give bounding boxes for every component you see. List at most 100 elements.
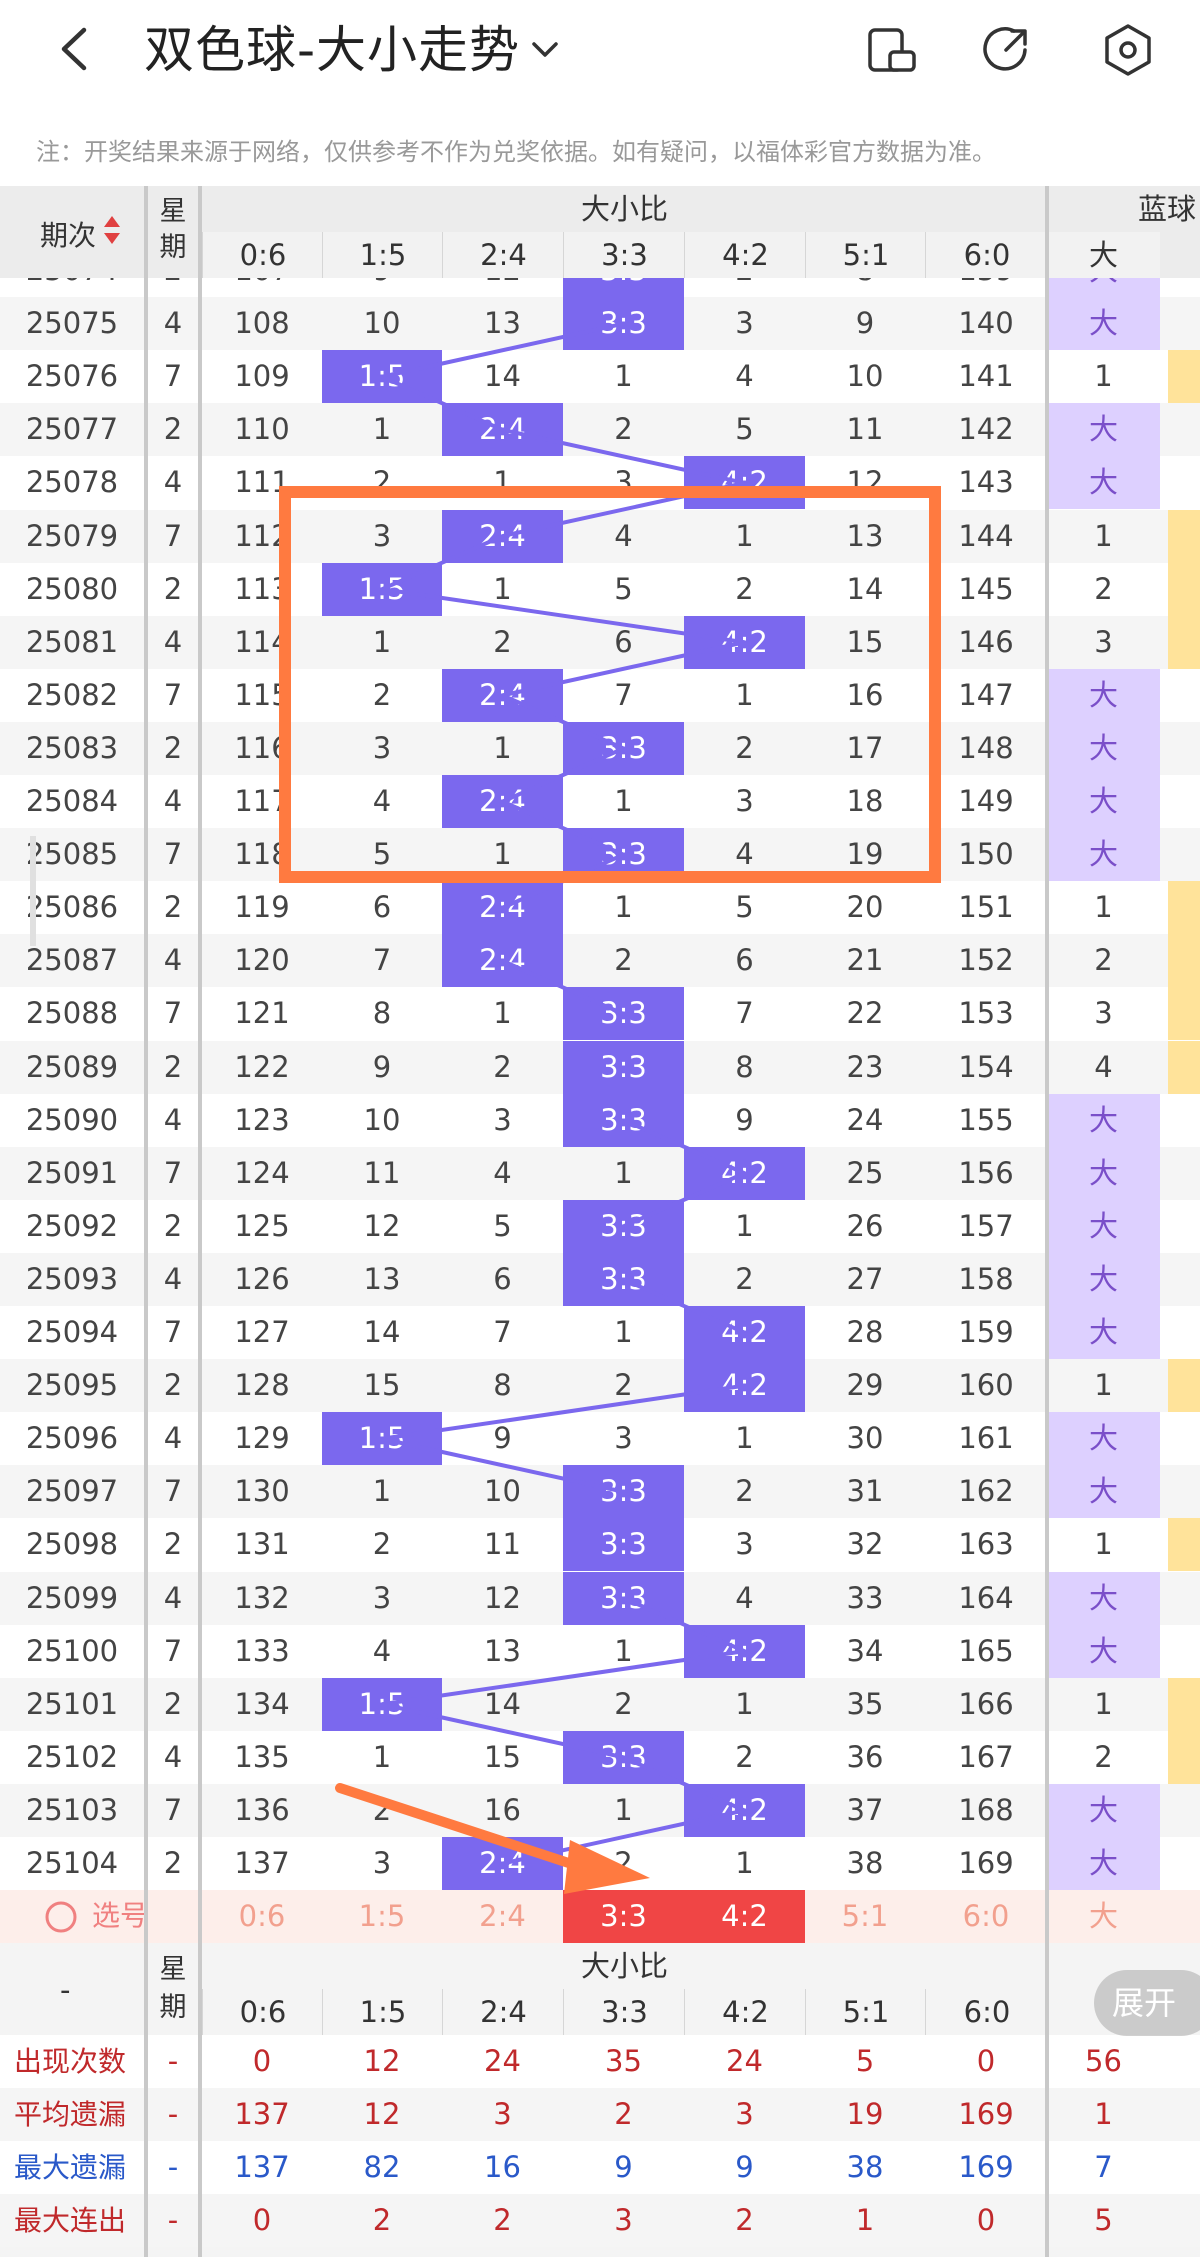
ratio-cell: 1 — [493, 730, 512, 765]
ratio-hit-cell: 3:3 — [563, 1093, 684, 1147]
ratio-cell: 2 — [372, 1527, 392, 1562]
ratio-cell: 5 — [614, 571, 633, 606]
phone-rotate-icon[interactable] — [864, 22, 920, 78]
weekday-cell: 7 — [163, 677, 183, 712]
stats-col-header: 1:5 — [322, 1989, 443, 2036]
ratio-cell: 14 — [484, 1686, 521, 1721]
period-cell: 25099 — [25, 1580, 119, 1615]
chevron-down-icon[interactable] — [528, 34, 562, 64]
stats-value: 35 — [605, 2044, 642, 2079]
select-option[interactable]: 3:3 — [563, 1890, 684, 1944]
ratio-cell: 1 — [735, 518, 754, 553]
select-option[interactable]: 6:0 — [962, 1899, 1010, 1934]
ratio-cell: 128 — [234, 1368, 290, 1403]
period-cell: 25101 — [25, 1686, 119, 1721]
ratio-hit-cell: 4:2 — [684, 615, 805, 669]
ratio-hit-cell: 3:3 — [563, 1730, 684, 1784]
weekday-cell: 4 — [163, 1421, 183, 1456]
blue-size-cell: 3 — [1094, 624, 1113, 659]
select-option[interactable]: 1:5 — [358, 1899, 406, 1934]
stats-value: - — [167, 2097, 179, 2132]
blue-size-cell: 1 — [1094, 890, 1113, 925]
period-cell: 25088 — [25, 996, 119, 1031]
ratio-cell: 6 — [493, 1261, 512, 1296]
select-label[interactable]: 选号 — [44, 1898, 148, 1934]
weekday-cell: 2 — [163, 730, 183, 765]
header-group-ratio: 大小比 — [580, 192, 668, 226]
period-cell: 25085 — [25, 837, 119, 872]
ratio-cell: 3 — [372, 518, 392, 553]
table-row: 25075 4 108 10 13 3:3 3 9 140 大 — [0, 297, 1200, 351]
ratio-cell: 16 — [846, 677, 884, 712]
ratio-cell: 132 — [234, 1580, 290, 1615]
chevron-left-icon[interactable] — [52, 26, 98, 72]
ratio-cell: 35 — [846, 1686, 884, 1721]
ratio-cell: 22 — [846, 996, 884, 1031]
page-title[interactable]: 双色球-大小走势 — [144, 21, 521, 79]
ratio-cell: 11 — [846, 412, 884, 447]
period-cell: 25087 — [25, 943, 119, 978]
blue-extra-cell — [1168, 1784, 1200, 1837]
stats-row-label: 出现次数 — [14, 2045, 127, 2079]
header-col: 3:3 — [563, 232, 685, 278]
ratio-hit-cell: 4:2 — [684, 1783, 805, 1837]
weekday-cell: 2 — [144, 278, 202, 297]
ratio-cell: 8 — [372, 996, 392, 1031]
stats-value: 3 — [614, 2203, 633, 2238]
blue-size-cell: 大 — [1047, 775, 1160, 828]
table-row: 25077 2 110 1 2:4 2 5 11 142 大 — [0, 403, 1200, 457]
ratio-hit-cell: 2:4 — [442, 403, 563, 457]
stats-value: 38 — [846, 2150, 884, 2185]
ratio-cell: 1 — [735, 677, 754, 712]
period-cell: 25089 — [25, 1049, 119, 1084]
table-row: 25093 4 126 13 6 3:3 2 27 158 大 — [0, 1252, 1200, 1306]
ratio-cell: 120 — [234, 943, 290, 978]
period-cell: 25091 — [25, 1155, 119, 1190]
select-option[interactable]: 2:4 — [479, 1899, 526, 1934]
ratio-cell: 3 — [614, 465, 633, 500]
ratio-cell: 2 — [614, 1368, 633, 1403]
ratio-cell: 169 — [958, 1846, 1014, 1880]
select-option[interactable]: 0:6 — [238, 1899, 286, 1934]
weekday-cell: 2 — [163, 1368, 183, 1403]
period-cell: 25086 — [25, 890, 119, 925]
settings-icon[interactable] — [1100, 22, 1156, 78]
ratio-cell: 10 — [363, 1102, 401, 1137]
weekday-cell: 4 — [163, 624, 183, 659]
ratio-cell: 2 — [493, 624, 512, 659]
stats-section: - 星期 大小比 0:6 1:5 2:4 3:3 4:2 5:1 6:0 出现次数 -0 12 24 35 2… — [0, 1943, 1200, 2257]
stats-value: 5 — [855, 2044, 875, 2079]
ratio-cell: 8 — [493, 1368, 512, 1403]
select-option[interactable]: 大 — [1088, 1899, 1118, 1934]
blue-size-cell: 大 — [1047, 1306, 1160, 1359]
blue-size-cell: 2 — [1094, 571, 1113, 606]
stats-row-label: 平均遗漏 — [14, 2098, 127, 2132]
stats-value: 3 — [493, 2097, 512, 2132]
period-cell: 25076 — [25, 359, 119, 394]
header-col: 2:4 — [442, 232, 564, 278]
expand-button[interactable]: 展开 — [1094, 1970, 1200, 2036]
stats-row-label: 最大遗漏 — [14, 2151, 127, 2185]
ratio-cell: 27 — [846, 1261, 884, 1296]
ratio-cell: 7 — [493, 1315, 512, 1349]
ratio-hit-cell: 2:4 — [442, 934, 563, 988]
ratio-cell: 4 — [735, 1580, 754, 1615]
header-period[interactable]: 期次 — [40, 219, 97, 252]
ratio-cell: 143 — [958, 465, 1014, 500]
select-option[interactable]: 4:2 — [684, 1890, 805, 1944]
header-col-blue: 大 — [1047, 232, 1160, 278]
select-row: 选号 0:6 1:5 2:4 3:3 4:2 5:1 6:0 大 — [0, 1890, 1200, 1944]
blue-extra-cell — [1168, 403, 1200, 456]
share-icon[interactable] — [978, 22, 1034, 78]
ratio-cell: 7 — [735, 996, 754, 1031]
radio-circle-icon[interactable] — [44, 1900, 78, 1934]
ratio-cell: 36 — [846, 1739, 884, 1774]
column-divider — [144, 186, 148, 2257]
ratio-cell: 17 — [846, 730, 884, 765]
sort-icon[interactable] — [104, 216, 120, 246]
select-option[interactable]: 5:1 — [841, 1899, 889, 1934]
weekday-cell: 4 — [163, 1739, 183, 1774]
ratio-cell: 9 — [855, 306, 875, 341]
weekday-cell: 7 — [163, 359, 183, 394]
period-cell: 25093 — [25, 1261, 119, 1296]
